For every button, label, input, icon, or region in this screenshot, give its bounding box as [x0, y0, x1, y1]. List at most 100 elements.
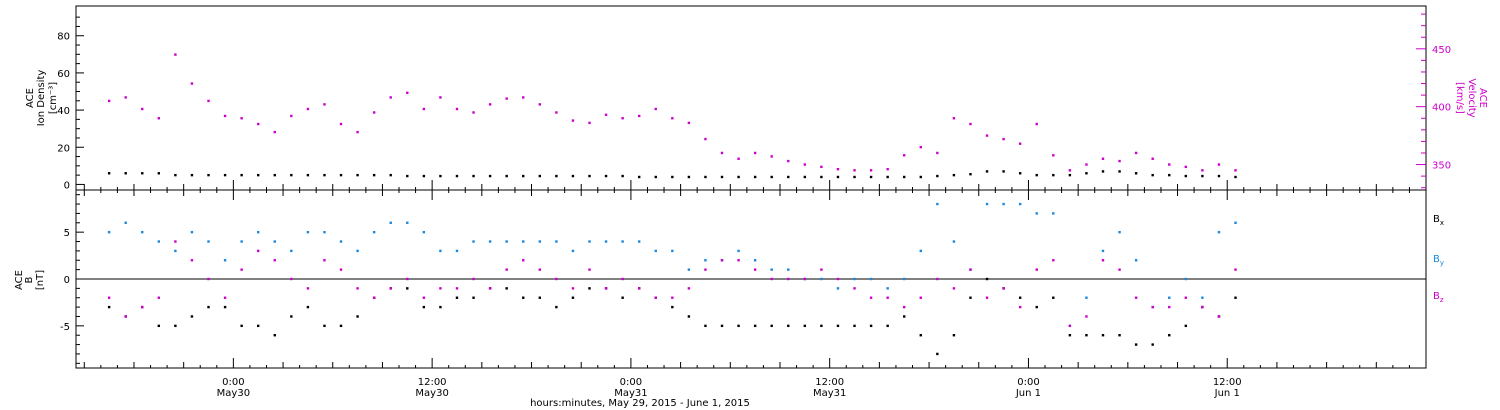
data-points: [107, 53, 1237, 356]
density-point: [571, 174, 575, 178]
density-point: [1052, 173, 1055, 177]
velocity-point: [141, 107, 144, 111]
by-point: [654, 249, 657, 253]
velocity-point: [853, 169, 856, 172]
velocity-point: [969, 122, 972, 126]
bx-point: [869, 324, 873, 328]
bz-point: [124, 315, 127, 318]
velocity-point: [654, 107, 657, 111]
density-point: [903, 175, 906, 179]
density-point: [1184, 174, 1188, 178]
bz-point: [654, 296, 657, 299]
density-point: [157, 172, 161, 175]
density-point: [704, 175, 707, 179]
legend-bx-sub: x: [1440, 219, 1444, 227]
bz-point: [704, 268, 707, 271]
bz-point: [671, 296, 674, 299]
density-point: [869, 175, 873, 179]
bx-point: [936, 352, 939, 356]
velocity-point: [223, 114, 227, 118]
bx-point: [555, 305, 558, 309]
velocity-tick-label: 350: [1432, 161, 1451, 172]
bx-point: [323, 324, 326, 328]
bx-point: [157, 324, 161, 328]
density-point: [985, 170, 989, 173]
bx-point: [356, 315, 359, 318]
bz-point: [770, 277, 773, 281]
density-point: [936, 174, 939, 178]
bx-point: [207, 305, 210, 309]
density-point: [737, 175, 740, 179]
by-point: [820, 277, 823, 281]
bz-point: [1068, 324, 1072, 328]
bx-point: [621, 296, 624, 299]
bx-point: [223, 305, 227, 309]
density-point: [439, 174, 442, 178]
bx-point: [753, 324, 757, 328]
density-point: [1217, 174, 1221, 178]
by-point: [787, 268, 790, 271]
by-point: [1085, 296, 1088, 299]
density-point: [240, 173, 243, 177]
by-point: [372, 230, 376, 234]
bz-point: [174, 240, 177, 243]
bz-point: [621, 277, 624, 281]
legend-by: By: [1433, 254, 1444, 267]
by-point: [389, 221, 392, 224]
bx-point: [406, 287, 409, 290]
x-tick-label: 0:00: [1017, 377, 1039, 388]
density-point: [836, 175, 840, 179]
by-point: [903, 277, 906, 281]
bz-point: [820, 268, 823, 271]
bx-point: [886, 324, 889, 328]
axis-ticks: 0:00May3012:00May300:00May3112:00May310:…: [57, 13, 1451, 399]
density-tick-label: 0: [64, 180, 70, 191]
by-point: [207, 240, 210, 243]
bz-point: [107, 296, 111, 299]
bz-point: [522, 259, 525, 262]
velocity-point: [439, 96, 442, 99]
bz-point: [1035, 268, 1038, 271]
by-point: [439, 249, 442, 253]
density-axis-label-line3: [cm⁻³]: [48, 82, 59, 114]
bz-point: [720, 259, 724, 262]
x-date-label: May30: [217, 388, 250, 399]
velocity-point: [522, 96, 525, 99]
bz-point: [190, 259, 194, 262]
x-date-label: May31: [813, 388, 846, 399]
by-point: [571, 249, 575, 253]
bx-point: [803, 324, 807, 328]
density-point: [588, 174, 591, 178]
by-point: [157, 240, 161, 243]
bx-point: [985, 277, 989, 281]
bx-point: [853, 324, 856, 328]
density-point: [406, 174, 409, 178]
velocity-axis-label-line3: [km/s]: [1454, 82, 1465, 114]
by-point: [422, 230, 426, 234]
by-point: [836, 287, 840, 290]
bz-point: [969, 268, 972, 271]
by-point: [1168, 296, 1171, 299]
density-point: [290, 173, 293, 177]
by-point: [488, 240, 492, 243]
b-tick-label: -5: [60, 322, 70, 333]
velocity-point: [1217, 163, 1221, 166]
density-axis-label-line1: ACE: [25, 88, 36, 108]
density-point: [538, 174, 542, 178]
bz-point: [1151, 305, 1154, 309]
density-point: [919, 175, 922, 179]
x-axis-title: hours:minutes, May 29, 2015 - June 1, 20…: [530, 398, 750, 409]
density-point: [372, 173, 376, 177]
bz-point: [1184, 296, 1188, 299]
by-point: [356, 249, 359, 253]
bz-point: [886, 296, 889, 299]
by-point: [588, 240, 591, 243]
velocity-point: [555, 111, 558, 114]
by-point: [621, 240, 624, 243]
velocity-tick-label: 450: [1432, 45, 1451, 56]
velocity-point: [505, 97, 508, 100]
density-point: [455, 174, 459, 178]
velocity-point: [720, 151, 724, 155]
density-point: [753, 175, 757, 179]
density-point: [1118, 170, 1121, 173]
